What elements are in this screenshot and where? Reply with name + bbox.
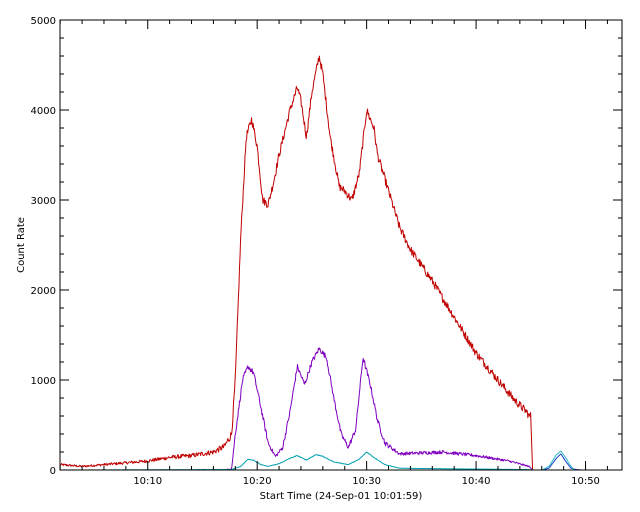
x-tick-label: 10:30 bbox=[352, 476, 381, 487]
x-tick-label: 10:10 bbox=[133, 476, 162, 487]
plot-frame bbox=[59, 19, 623, 471]
y-tick-label: 1000 bbox=[31, 376, 56, 387]
y-tick-label: 3000 bbox=[31, 196, 56, 207]
x-tick-label: 10:40 bbox=[462, 476, 491, 487]
x-tick-label: 10:20 bbox=[243, 476, 272, 487]
y-tick-label: 5000 bbox=[31, 16, 56, 27]
series-line-1 bbox=[59, 55, 534, 471]
x-axis-label: Start Time (24-Sep-01 10:01:59) bbox=[260, 491, 423, 502]
series-line-5 bbox=[541, 450, 575, 471]
y-tick-label: 4000 bbox=[31, 106, 56, 117]
y-axis-label: Count Rate bbox=[16, 217, 27, 273]
x-tick-label: 10:50 bbox=[571, 476, 600, 487]
y-tick-label: 0 bbox=[50, 466, 56, 477]
y-tick-label: 2000 bbox=[31, 286, 56, 297]
tick-layer: 10:10 10:20 10:30 10:40 10:50 0 1000 2000 3000 40… bbox=[31, 16, 622, 487]
